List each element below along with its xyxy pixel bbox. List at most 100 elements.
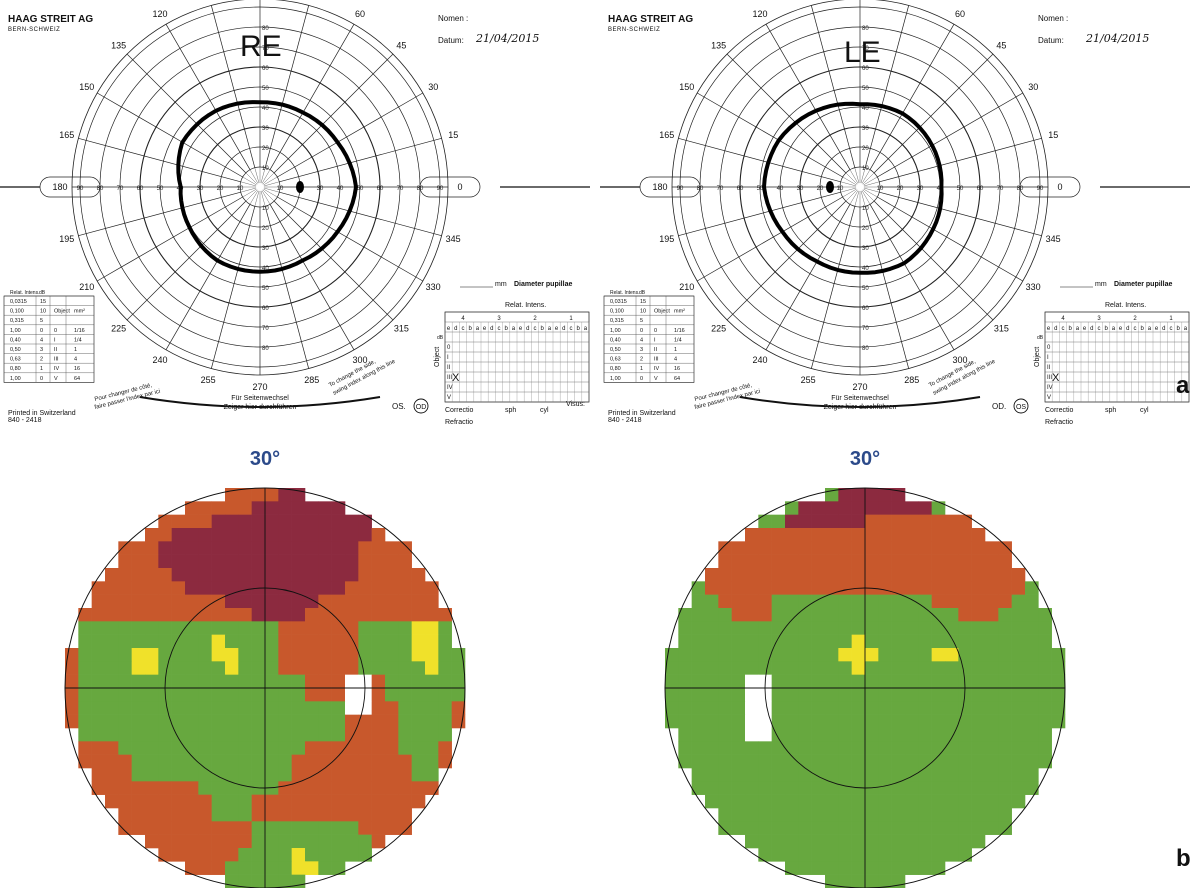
field-cell-moderate xyxy=(305,648,319,662)
field-cell-normal xyxy=(331,728,346,742)
field-cell-normal xyxy=(1011,674,1026,689)
field-cell-moderate xyxy=(118,821,132,835)
field-cell-normal xyxy=(878,714,892,729)
field-cell-normal xyxy=(318,701,332,715)
intensity-db: 4 xyxy=(40,337,43,343)
field-cell-moderate xyxy=(278,634,292,649)
meridian-label: 330 xyxy=(1026,282,1041,292)
field-cell-moderate xyxy=(371,581,386,595)
field-cell-normal xyxy=(771,621,786,635)
relat-letter: b xyxy=(577,326,581,332)
field-cell-normal xyxy=(851,808,866,822)
field-cell-normal xyxy=(1025,701,1039,715)
field-cell-normal xyxy=(131,754,146,769)
ring-label: 50 xyxy=(262,86,269,92)
field-cell-moderate xyxy=(718,541,732,555)
object-row-label: I xyxy=(447,355,449,361)
field-cell-moderate xyxy=(758,594,772,609)
field-cell-deep xyxy=(851,488,866,502)
field-cell-normal xyxy=(905,794,919,809)
field-cell-normal xyxy=(785,688,799,702)
intensity-mm: 4 xyxy=(74,357,77,363)
field-cell-normal xyxy=(691,741,706,755)
inner-radial xyxy=(249,169,259,184)
field-cell-normal xyxy=(945,621,959,635)
relat-letter: c xyxy=(1062,326,1065,332)
field-cell-normal xyxy=(705,741,719,755)
field-cell-moderate xyxy=(971,581,986,595)
field-cell-normal xyxy=(278,714,292,729)
field-cell-normal xyxy=(145,714,159,729)
intensity-object: IV xyxy=(54,366,60,372)
intensity-mm: 64 xyxy=(674,376,680,382)
relat-letter: a xyxy=(512,326,516,332)
field-cell-normal xyxy=(265,714,279,729)
field-cell-normal xyxy=(185,661,199,675)
field-cell-normal xyxy=(398,701,412,715)
field-cell-normal xyxy=(718,741,732,755)
meridian-line xyxy=(697,196,843,282)
field-cell-moderate xyxy=(158,794,172,809)
field-cell-moderate xyxy=(145,528,159,542)
relat-group: 1 xyxy=(569,316,573,322)
field-cell-normal xyxy=(265,768,279,782)
field-cell-normal xyxy=(771,794,786,809)
field-cell-moderate xyxy=(731,581,746,595)
field-cell-normal xyxy=(78,648,92,662)
field-cell-normal xyxy=(945,634,959,649)
field-cell-deep xyxy=(851,514,866,529)
field-cell-moderate xyxy=(265,488,279,502)
field-cell-moderate xyxy=(931,528,946,542)
field-cell-moderate xyxy=(358,594,372,609)
meridian-label: 165 xyxy=(59,130,74,140)
inner-radial xyxy=(260,167,266,184)
field-cell-deep xyxy=(291,554,306,569)
field-cell-normal xyxy=(705,728,719,742)
field-cell-normal xyxy=(785,648,799,662)
field-cell-normal xyxy=(425,674,439,689)
field-cell-normal xyxy=(745,794,759,809)
field-cell-normal xyxy=(771,701,786,715)
field-cell-normal xyxy=(238,874,252,889)
field-cell-normal xyxy=(945,714,959,729)
field-cell-normal xyxy=(145,621,159,635)
intensity-mm: 1/16 xyxy=(74,328,85,334)
field-cell-normal xyxy=(971,781,986,795)
field-cell-deep xyxy=(171,568,186,582)
field-cell-normal xyxy=(185,674,199,689)
field-cell-normal xyxy=(785,808,799,822)
field-cell-normal xyxy=(865,768,879,782)
field-cell-normal xyxy=(745,781,759,795)
field-cell-deep xyxy=(278,514,292,529)
field-cell-moderate xyxy=(371,781,386,795)
field-cell-moderate xyxy=(331,648,346,662)
ring-label: 90 xyxy=(437,186,444,192)
field-cell-normal xyxy=(691,701,706,715)
field-angle-label: 30° xyxy=(849,448,881,470)
meridian-line xyxy=(864,5,910,168)
field-cell-moderate xyxy=(398,581,412,595)
field-cell-moderate xyxy=(171,594,186,609)
field-cell-normal xyxy=(798,848,812,862)
capsule-right xyxy=(1019,176,1081,198)
field-cell-deep xyxy=(358,514,372,529)
field-cell-normal xyxy=(785,621,799,635)
intensity-object: V xyxy=(654,376,658,382)
field-cell-normal xyxy=(865,754,879,769)
field-cell-moderate xyxy=(291,754,306,769)
field-cell-normal xyxy=(811,834,826,849)
field-cell-moderate xyxy=(185,608,199,622)
intensity-value: 0,80 xyxy=(610,366,621,372)
field-cell-normal xyxy=(945,661,959,675)
field-cell-moderate xyxy=(118,754,132,769)
intensity-db: 5 xyxy=(640,318,643,324)
field-cell-normal xyxy=(238,701,252,715)
field-cell-moderate xyxy=(158,528,172,542)
field-cell-moderate xyxy=(945,514,959,529)
relat-letter: c xyxy=(570,326,573,332)
field-cell-normal xyxy=(985,794,999,809)
field-cell-deep xyxy=(865,488,879,502)
field-cell-moderate xyxy=(891,554,906,569)
goldmann-chart-right-eye: 0153045607590105120135150165180195210225… xyxy=(0,0,590,432)
object-label: Object xyxy=(1034,347,1041,367)
